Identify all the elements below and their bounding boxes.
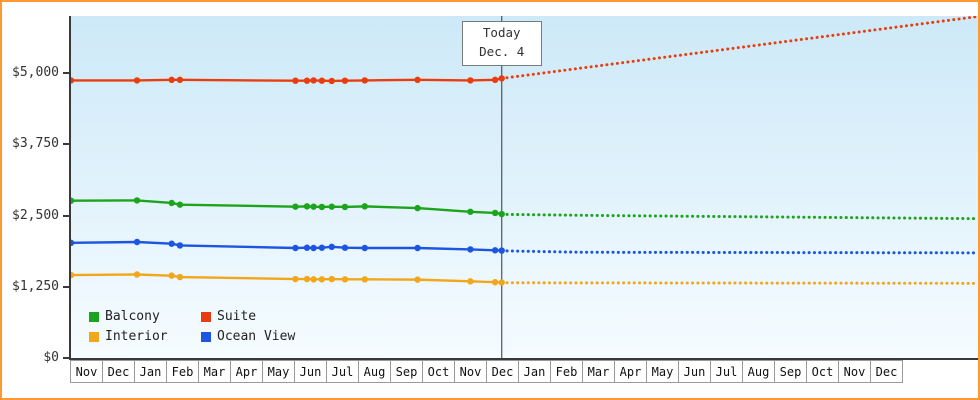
chart-canvas [71,16,977,358]
x-axis-month: Sep [774,360,807,383]
y-tick-mark [63,357,69,359]
x-axis: Nov Dec Jan Feb Mar Apr May Jun Jul Aug Sep Oct Nov D… [70,360,903,383]
today-annotation: Today Dec. 4 [461,21,542,66]
legend-swatch [89,331,99,342]
legend-label: Balcony [105,309,160,324]
x-axis-month: Jan [518,360,551,383]
x-axis-line [69,358,978,360]
x-axis-month: Jul [326,360,359,383]
y-tick-mark [63,285,69,288]
x-axis-month: Dec [870,360,903,383]
legend-item: Balcony [89,309,201,324]
legend-swatch [201,311,211,322]
legend-swatch [89,311,99,322]
x-axis-month: Nov [838,360,871,383]
y-axis-line [69,16,71,360]
x-axis-month: May [646,360,679,383]
x-axis-month: May [262,360,295,383]
y-tick-label: $5,000 [12,65,59,80]
x-axis-month: Aug [358,360,391,383]
today-label-line2: Dec. 4 [479,43,525,59]
y-tick-label: $3,750 [12,136,59,152]
legend-label: Suite [217,309,257,324]
y-tick-mark [63,72,69,74]
y-tick-mark [63,214,69,217]
legend-label: Ocean View [217,329,296,344]
legend-item: Ocean View [201,329,295,344]
x-axis-month: Oct [422,360,455,383]
x-axis-month: Apr [614,360,647,383]
y-tick-label: $2,500 [12,207,59,223]
x-axis-month: Nov [70,360,103,383]
x-axis-month: Aug [742,360,775,383]
plot-area: Today Dec. 4 Balcony Suite Interior Ocean V… [71,16,978,358]
x-axis-month: Mar [582,360,615,383]
x-axis-month: Feb [550,360,583,383]
x-axis-month: Jun [294,360,327,383]
x-axis-month: Jun [678,360,711,383]
x-axis-month: Apr [230,360,263,383]
x-axis-month: Nov [454,360,487,383]
x-axis-month: Sep [390,360,423,383]
x-axis-month: Oct [806,360,839,383]
y-tick-label: $0 [43,350,59,365]
y-tick-mark [63,143,69,146]
x-axis-month: Jul [710,360,743,383]
x-axis-month: Dec [486,360,519,383]
x-axis-month: Dec [102,360,135,383]
y-axis: $0 $1,250 $2,500 $3,750 $5,000 [2,16,69,365]
y-tick-label: $1,250 [12,278,59,294]
legend-label: Interior [105,329,168,344]
x-axis-month: Feb [166,360,199,383]
x-axis-month: Jan [134,360,167,383]
legend-item: Suite [201,309,295,324]
today-label-line1: Today [482,25,521,40]
x-axis-month: Mar [198,360,231,383]
legend: Balcony Suite Interior Ocean View [89,309,295,344]
legend-item: Interior [89,329,201,344]
legend-swatch [201,331,211,342]
